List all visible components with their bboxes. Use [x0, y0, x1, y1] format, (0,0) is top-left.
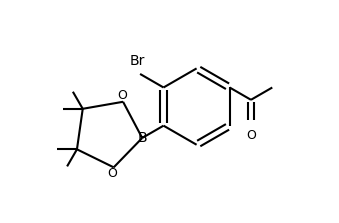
Text: B: B	[137, 131, 147, 145]
Text: Br: Br	[130, 54, 145, 68]
Text: O: O	[117, 89, 127, 102]
Text: O: O	[107, 167, 117, 180]
Text: O: O	[246, 129, 256, 142]
